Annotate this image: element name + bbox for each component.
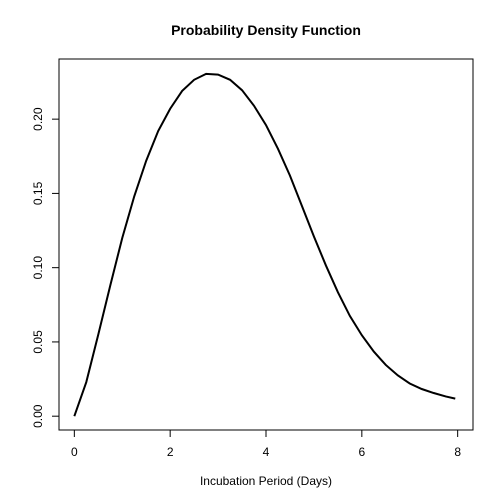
x-tick-label: 2 — [167, 445, 174, 459]
x-tick-label: 0 — [71, 445, 78, 459]
pdf-curve — [73, 72, 456, 417]
x-axis: 0 2 4 6 8 — [71, 429, 461, 459]
x-tick-label: 4 — [263, 445, 270, 459]
y-axis: 0.00 0.05 0.10 0.15 0.20 — [31, 107, 60, 428]
y-tick-label: 0.00 — [31, 404, 45, 428]
y-tick-label: 0.15 — [31, 181, 45, 205]
chart-title: Probability Density Function — [171, 22, 361, 38]
x-axis-label: Incubation Period (Days) — [200, 474, 332, 488]
y-tick-label: 0.05 — [31, 330, 45, 354]
x-tick-label: 6 — [358, 445, 365, 459]
x-tick-label: 8 — [454, 445, 461, 459]
y-tick-label: 0.10 — [31, 256, 45, 280]
y-tick-label: 0.20 — [31, 107, 45, 131]
